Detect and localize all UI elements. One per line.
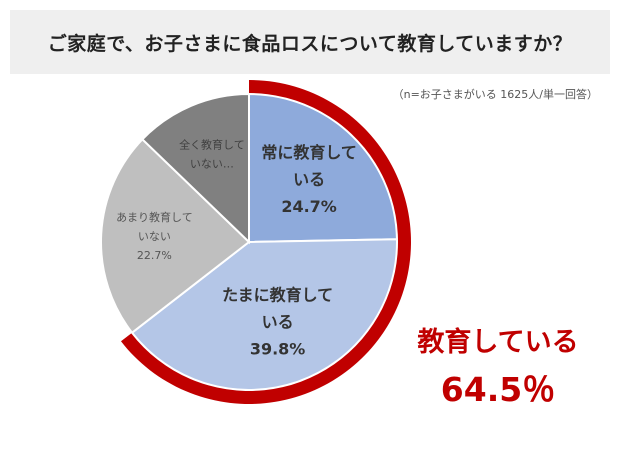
pie-slice	[100, 137, 251, 335]
slice-label: あまり教育して	[116, 210, 193, 224]
slice-label: 全く教育して	[179, 137, 245, 151]
title-bar: ご家庭で、お子さまに食品ロスについて教育していますか？	[10, 10, 610, 74]
slice-value-label: 24.7%	[281, 197, 337, 216]
slice-label: いない…	[190, 157, 234, 170]
slice-label: たまに教育して	[222, 285, 333, 304]
slice-label: 常に教育して	[261, 143, 357, 162]
sample-note: （n=お子さまがいる 1625人/単一回答）	[392, 88, 598, 101]
pie-slice	[248, 92, 398, 244]
slice-label: いる	[293, 170, 325, 189]
slice-value-label: 22.7%	[137, 249, 172, 262]
highlight-value: 64.5％	[440, 370, 556, 409]
pie-slices	[100, 92, 398, 391]
pie-slice	[130, 238, 398, 391]
pie-labels: 常に教育している24.7%たまに教育している39.8%あまり教育していない22.…	[116, 137, 357, 358]
highlight-label: 教育している	[417, 327, 579, 358]
page-title: ご家庭で、お子さまに食品ロスについて教育していますか？	[47, 32, 573, 55]
slice-label: いない	[138, 230, 171, 243]
slice-label: いる	[262, 312, 294, 331]
pie-slice	[140, 92, 250, 245]
highlight-callout: 教育している 64.5％	[408, 320, 588, 411]
slice-value-label: 39.8%	[250, 339, 306, 358]
